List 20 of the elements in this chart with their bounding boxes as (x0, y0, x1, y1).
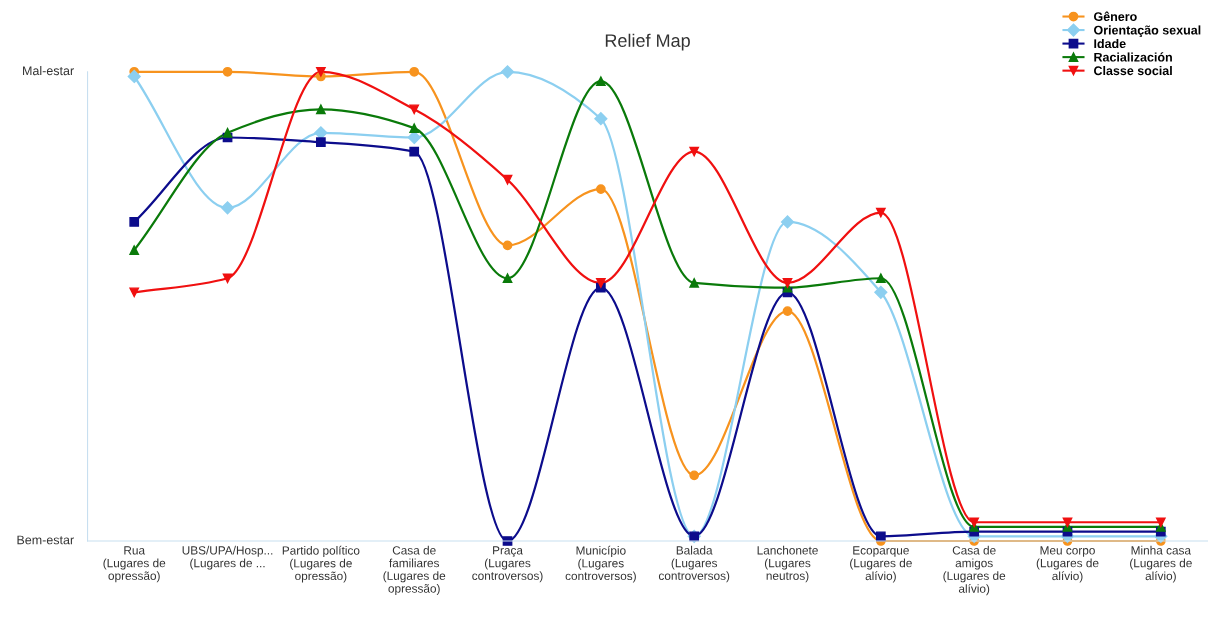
legend-label: Gênero (1094, 11, 1137, 22)
x-tick-label: Meu corpo (Lugares de alívio) (1036, 546, 1099, 583)
x-tick-label: Rua (Lugares de opressão) (103, 546, 166, 583)
x-tick-label: Balada (Lugares controversos) (658, 545, 730, 583)
x-tick-label: Partido político (Lugares de opressão) (282, 545, 360, 583)
x-tick-label: Lanchonete (Lugares neutros) (757, 545, 818, 583)
text: Mal-estar (23, 65, 74, 76)
legend-label: Classe social (1094, 65, 1172, 76)
x-tick-label: Minha casa (Lugares de alívio) (1130, 545, 1192, 583)
x-tick-label: Casa de amigos (Lugares de alívio) (943, 545, 1006, 596)
x-tick-label: UBS/UPA/Hosp... (Lugares de ... (182, 545, 273, 570)
legend-label: Racialización (1094, 52, 1172, 62)
legend-label: Idade (1094, 38, 1126, 49)
chart-title: Relief Map (605, 33, 690, 51)
x-tick-label: Ecoparque (Lugares de alívio) (850, 546, 912, 583)
x-tick-label: Praça (Lugares controversos) (472, 546, 543, 583)
x-tick-label: Município (Lugares controversos) (565, 545, 636, 583)
text: Bem-estar (17, 535, 74, 545)
legend-label: Orientação sexual (1094, 25, 1201, 38)
x-tick-label: Casa de familiares (Lugares de opressão) (383, 545, 446, 596)
